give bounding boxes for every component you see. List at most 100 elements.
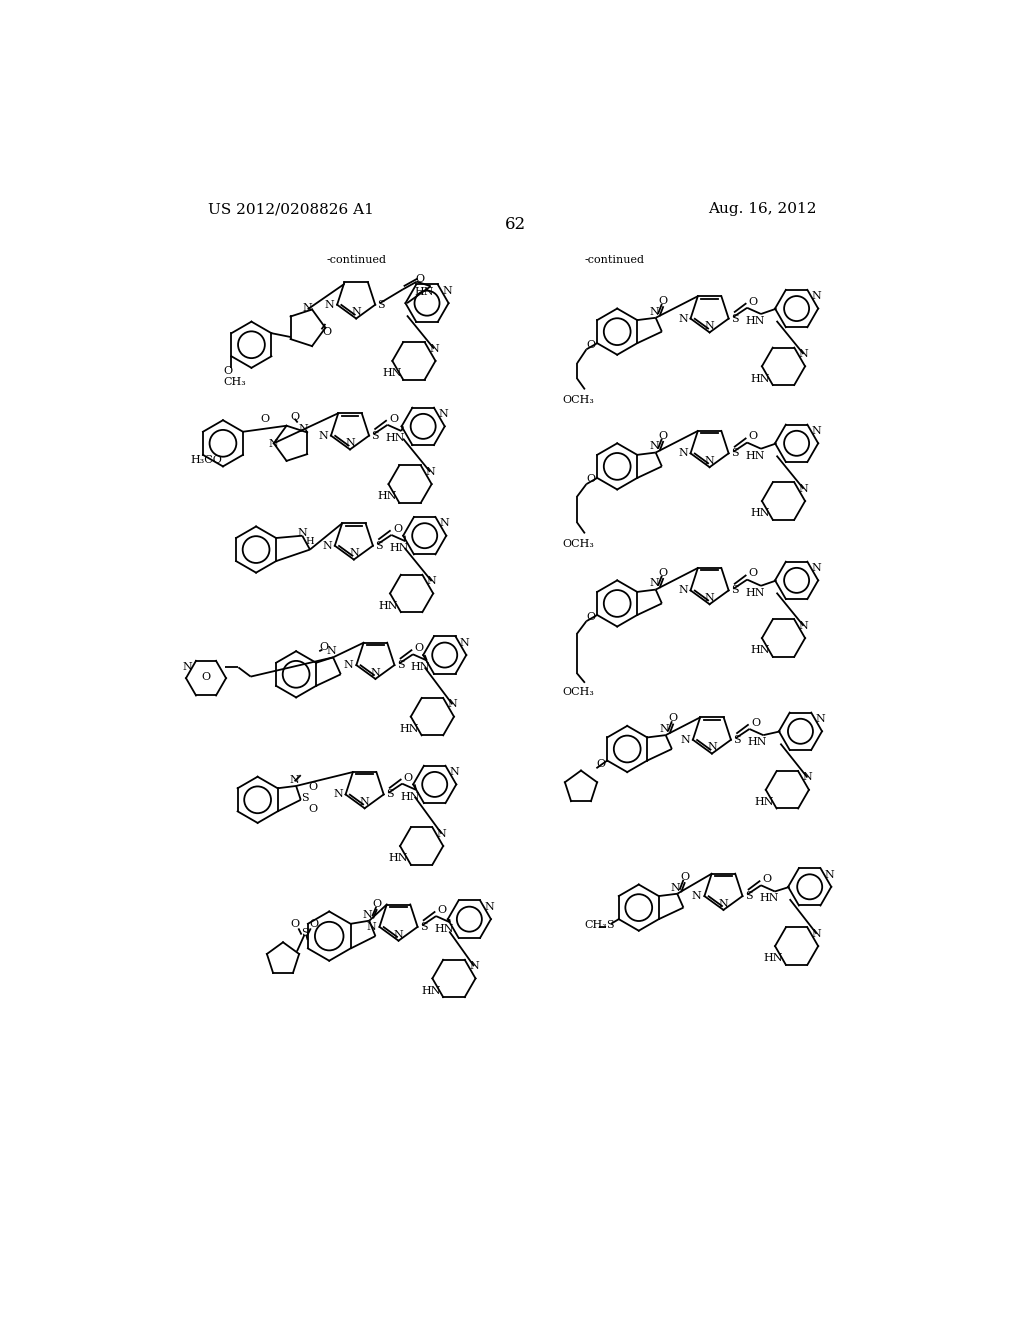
Text: N: N (649, 578, 659, 589)
Text: O: O (587, 474, 596, 484)
Text: O: O (308, 783, 317, 792)
Text: HN: HN (411, 663, 430, 672)
Text: N: N (371, 668, 380, 677)
Text: N: N (484, 902, 495, 912)
Text: O: O (389, 413, 398, 424)
Text: N: N (447, 700, 458, 709)
Text: O: O (749, 569, 758, 578)
Text: N: N (719, 899, 728, 908)
Text: O: O (291, 919, 300, 929)
Text: H: H (305, 537, 314, 546)
Text: N: N (362, 909, 373, 920)
Text: N: N (298, 424, 308, 434)
Text: N: N (678, 449, 688, 458)
Text: N: N (442, 286, 452, 296)
Text: N: N (393, 929, 403, 940)
Text: S: S (397, 660, 404, 671)
Text: O: O (416, 273, 424, 284)
Text: S: S (372, 430, 379, 441)
Text: N: N (825, 870, 835, 879)
Text: N: N (649, 441, 659, 451)
Text: N: N (440, 519, 450, 528)
Text: HN: HN (415, 288, 434, 297)
Text: HN: HN (434, 924, 454, 935)
Text: S: S (731, 314, 738, 323)
Text: N: N (799, 620, 808, 631)
Text: O: O (763, 874, 772, 884)
Text: S: S (420, 921, 428, 932)
Text: N: N (367, 921, 377, 932)
Text: CH₃: CH₃ (223, 376, 246, 387)
Text: HN: HN (764, 953, 783, 964)
Text: N: N (182, 663, 193, 672)
Text: S: S (375, 541, 383, 550)
Text: N: N (671, 883, 681, 892)
Text: S: S (378, 300, 385, 310)
Text: O: O (437, 906, 446, 915)
Text: O: O (290, 412, 299, 422)
Text: O: O (393, 524, 402, 533)
Text: HN: HN (745, 587, 765, 598)
Text: Aug. 16, 2012: Aug. 16, 2012 (708, 202, 816, 216)
Text: N: N (705, 455, 715, 466)
Text: HN: HN (745, 450, 765, 461)
Text: O: O (373, 899, 382, 908)
Text: N: N (812, 564, 821, 573)
Text: HN: HN (383, 368, 402, 379)
Text: HN: HN (751, 374, 770, 384)
Text: O: O (323, 326, 332, 337)
Text: O: O (751, 718, 760, 727)
Text: N: N (290, 775, 299, 785)
Text: O: O (587, 611, 596, 622)
Text: N: N (349, 548, 358, 558)
Text: N: N (460, 638, 470, 648)
Text: O: O (669, 713, 678, 723)
Text: HN: HN (389, 543, 409, 553)
Text: S: S (731, 585, 738, 595)
Text: HN: HN (759, 894, 778, 903)
Text: N: N (799, 483, 808, 494)
Text: N: N (427, 576, 436, 586)
Text: N: N (705, 321, 715, 331)
Text: O: O (309, 919, 318, 929)
Text: N: N (659, 723, 669, 734)
Text: N: N (705, 593, 715, 603)
Text: HN: HN (389, 853, 409, 863)
Text: N: N (469, 961, 479, 972)
Text: S: S (605, 920, 613, 931)
Text: HN: HN (748, 737, 767, 747)
Text: O: O (415, 643, 424, 653)
Text: N: N (692, 891, 701, 902)
Text: N: N (438, 409, 449, 418)
Text: N: N (803, 772, 812, 783)
Text: N: N (707, 742, 717, 752)
Text: N: N (812, 292, 821, 301)
Text: N: N (325, 300, 334, 310)
Text: N: N (303, 302, 312, 313)
Text: N: N (815, 714, 825, 723)
Text: O: O (202, 672, 211, 682)
Text: O: O (658, 568, 668, 578)
Text: O: O (308, 804, 317, 814)
Text: N: N (450, 767, 460, 777)
Text: H₃CO: H₃CO (190, 455, 222, 465)
Text: N: N (344, 660, 353, 671)
Text: O: O (403, 772, 413, 783)
Text: N: N (812, 426, 821, 436)
Text: HN: HN (751, 645, 770, 656)
Text: N: N (649, 306, 659, 317)
Text: O: O (587, 339, 596, 350)
Text: HN: HN (385, 433, 404, 444)
Text: N: N (345, 438, 355, 449)
Text: HN: HN (755, 797, 774, 807)
Text: O: O (596, 759, 605, 768)
Text: -continued: -continued (327, 255, 387, 265)
Text: OCH₃: OCH₃ (563, 686, 595, 697)
Text: N: N (678, 585, 688, 595)
Text: N: N (318, 430, 328, 441)
Text: OCH₃: OCH₃ (563, 395, 595, 405)
Text: N: N (359, 797, 370, 807)
Text: O: O (749, 432, 758, 441)
Text: CH₃: CH₃ (585, 920, 607, 931)
Text: O: O (224, 366, 232, 376)
